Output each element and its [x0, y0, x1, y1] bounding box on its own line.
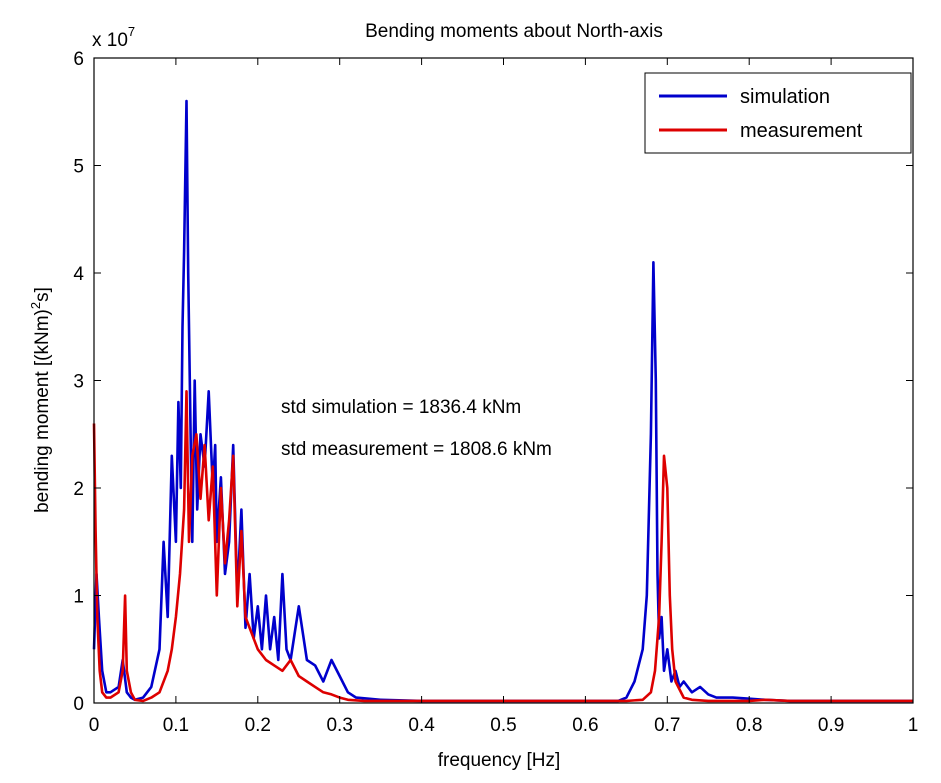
y-axis-label: bending moment [(kNm)2s]: [28, 287, 53, 513]
y-tick-label: 3: [73, 372, 84, 393]
x-tick-label: 0.6: [572, 715, 598, 736]
annotation-std-simulation: std simulation = 1836.4 kNm: [281, 397, 521, 418]
x-tick-label: 0.3: [326, 715, 352, 736]
y-multiplier-exponent: 7: [128, 24, 135, 39]
chart-title: Bending moments about North-axis: [365, 21, 663, 42]
legend-box: [644, 72, 912, 154]
x-tick-label: 0.1: [163, 715, 189, 736]
x-tick-label: 0.4: [408, 715, 435, 736]
legend-label-simulation: simulation: [740, 86, 830, 108]
x-tick-label: 0.5: [490, 715, 516, 736]
x-tick-label: 0: [89, 715, 100, 736]
y-tick-label: 6: [73, 49, 84, 70]
y-axis-label-tail: s]: [32, 287, 53, 302]
legend-label-measurement: measurement: [740, 120, 863, 142]
y-tick-label: 0: [73, 694, 84, 715]
ticks-layer: 0 0.1 0.2 0.3 0.4 0.5 0.6 0.7 0.8 0.9 1 0 1 2 3 4 5 6: [73, 49, 918, 736]
x-tick-label: 0.8: [736, 715, 762, 736]
y-multiplier: x 107: [92, 24, 135, 51]
x-axis-label: frequency [Hz]: [438, 750, 561, 771]
x-tick-label: 1: [908, 715, 919, 736]
x-tick-label: 0.9: [818, 715, 844, 736]
series-layer: [92, 99, 913, 703]
series-line-measurement: [92, 389, 913, 703]
y-tick-label: 4: [73, 264, 84, 285]
x-tick-label: 0.7: [654, 715, 680, 736]
y-axis-label-superscript: 2: [28, 302, 43, 309]
y-axis-label-main: bending moment [(kNm): [32, 309, 53, 513]
annotation-std-measurement: std measurement = 1808.6 kNm: [281, 439, 552, 460]
x-tick-label: 0.2: [245, 715, 271, 736]
series-line-simulation: [92, 99, 913, 703]
y-tick-label: 5: [73, 157, 84, 178]
legend: simulation measurement: [644, 72, 912, 154]
y-tick-label: 2: [73, 479, 84, 500]
y-tick-label: 1: [73, 587, 84, 608]
y-multiplier-base: x 10: [92, 30, 128, 51]
